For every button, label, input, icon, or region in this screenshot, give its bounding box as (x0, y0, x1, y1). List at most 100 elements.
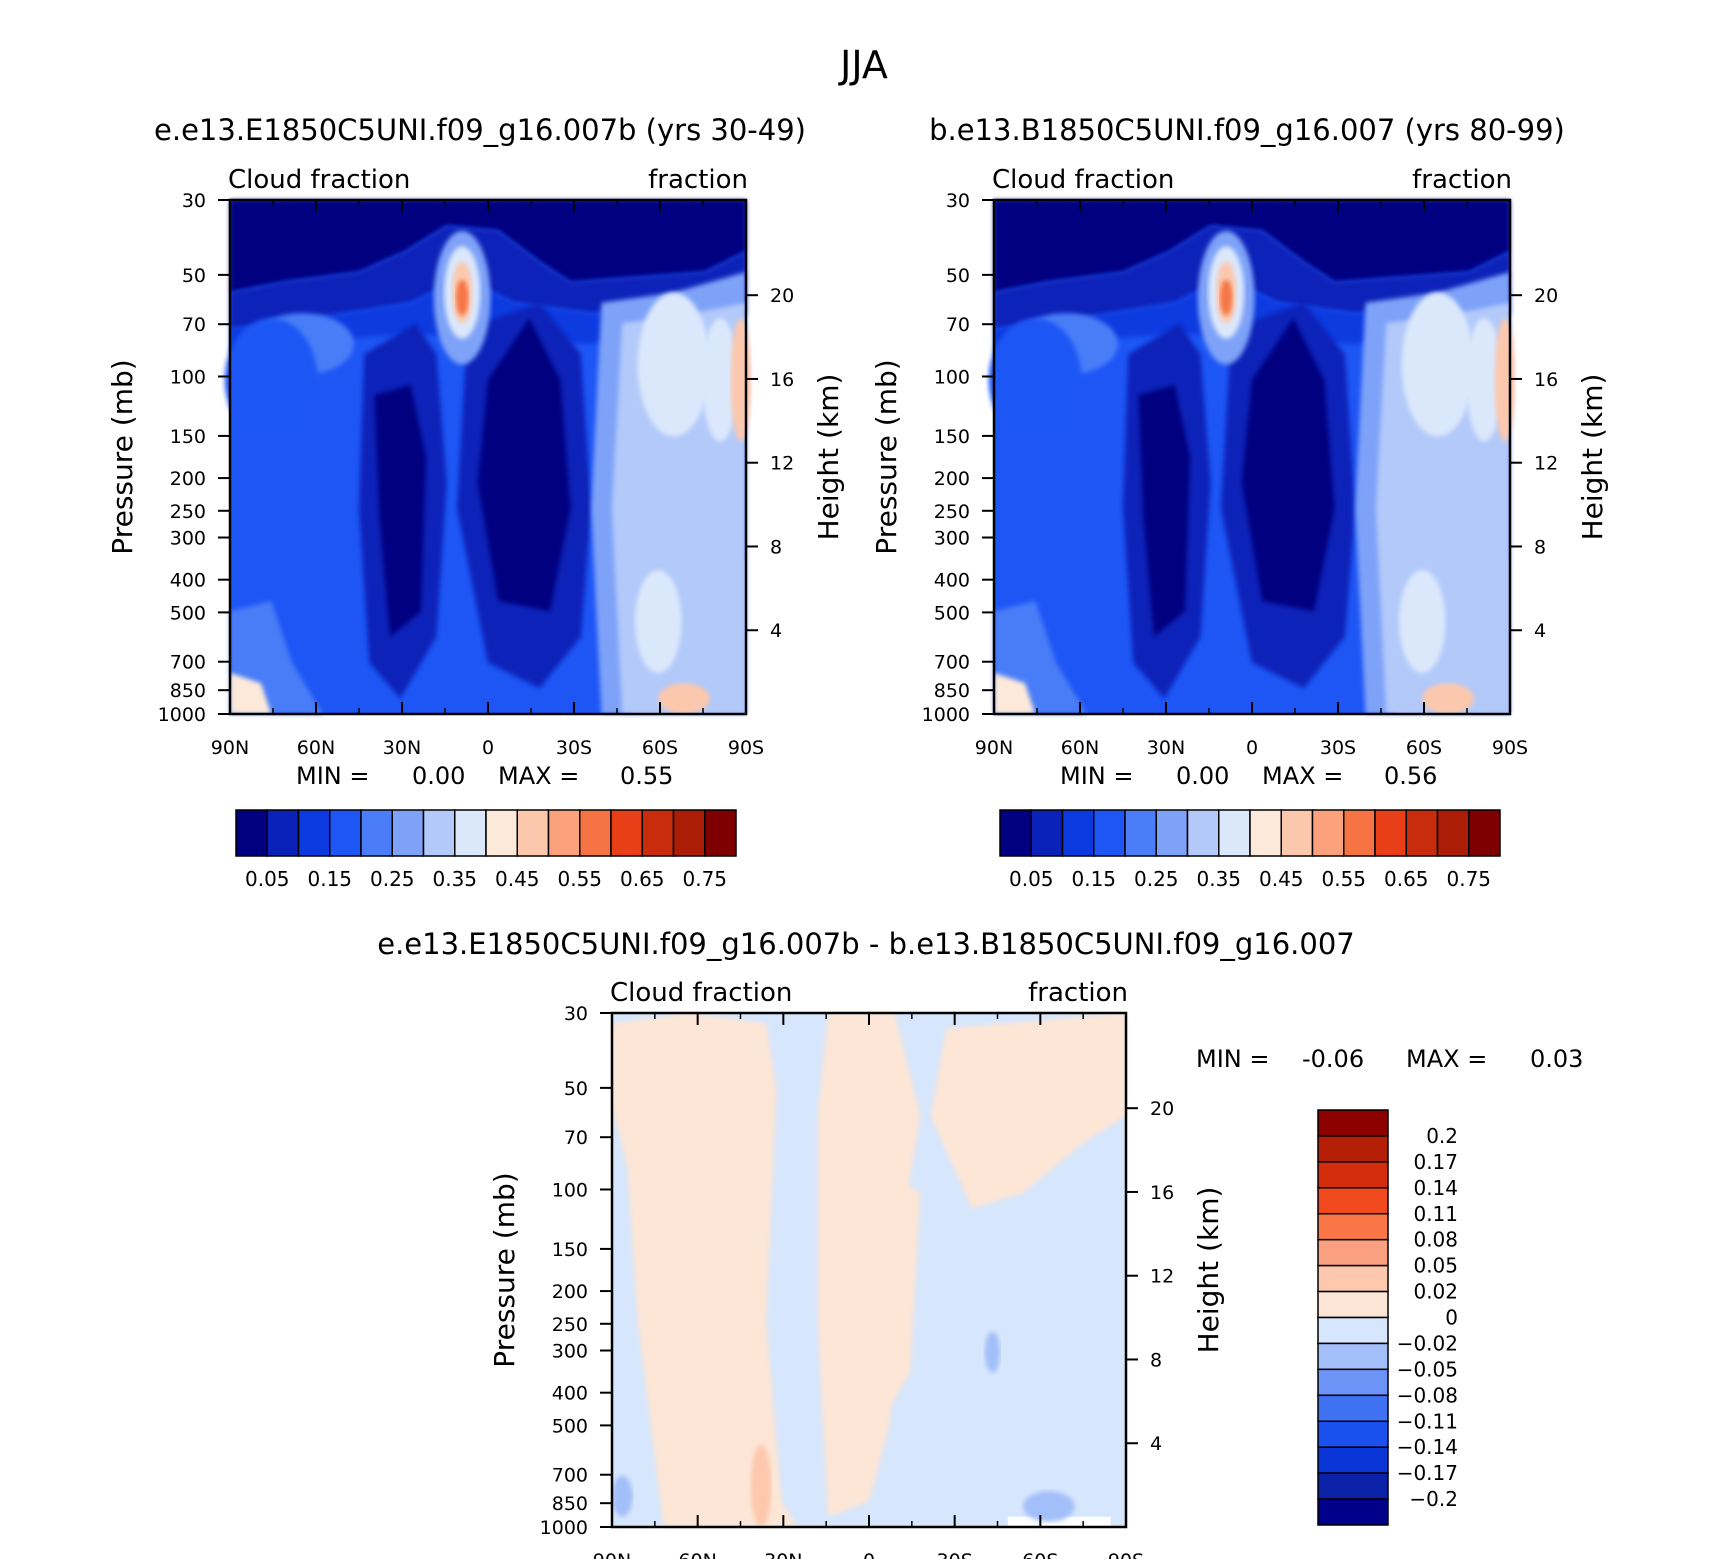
contour-negative-sh-low (1023, 1491, 1075, 1522)
panel1-min-value: 0.00 (412, 762, 465, 790)
y-tick-label: 200 (552, 1281, 588, 1303)
panel3-colorbar: 0.20.170.140.110.080.050.020−0.02−0.05−0… (1317, 1109, 1458, 1526)
y2-tick-label: 20 (1534, 285, 1558, 307)
colorbar-label: 0.45 (1259, 867, 1304, 891)
colorbar-box (1374, 809, 1407, 857)
contour-sh-polar-upper (702, 318, 739, 442)
y2-axis-title: Height (km) (812, 374, 845, 541)
y2-tick-label: 20 (770, 285, 794, 307)
colorbar-box (704, 809, 737, 857)
colorbar-box (1405, 809, 1439, 857)
colorbar-label: 0.75 (1446, 867, 1491, 891)
colorbar-box (297, 809, 331, 857)
colorbar-label: 0.55 (557, 867, 602, 891)
colorbar-box (1317, 1213, 1389, 1241)
y2-tick-label: 8 (1150, 1349, 1162, 1371)
panel3-plot: 90N 60N 30N 0 30S 60S 90S 30 50 70 100 150 200 250 300… (488, 978, 1225, 1559)
contour-negative-spot (984, 1331, 1001, 1373)
missing-data-surface (1007, 1516, 1111, 1527)
colorbar-box (1317, 1394, 1389, 1422)
y-tick-label: 250 (552, 1314, 588, 1336)
y-tick-label: 250 (170, 501, 206, 523)
panel3-minmax: MIN = -0.06 MAX = 0.03 (1196, 1045, 1583, 1073)
colorbar-label: 0.02 (1413, 1280, 1458, 1304)
contour-itcz-plume-core (456, 279, 469, 316)
colorbar-box (1317, 1109, 1389, 1137)
panel1-min-label: MIN = (296, 762, 369, 790)
left-corner-label: Cloud fraction (992, 165, 1174, 195)
x-tick-label: 90N (211, 737, 249, 759)
colorbar-box (1280, 809, 1314, 857)
y-tick-label: 50 (564, 1078, 588, 1100)
colorbar-box (1317, 1446, 1389, 1474)
contour-sh-subtropics-core (1241, 318, 1335, 612)
x-tick-label: 30N (383, 737, 421, 759)
y-axis-title: Pressure (mb) (106, 359, 139, 554)
y-tick-label: 400 (170, 570, 206, 592)
colorbar-label: 0.15 (1071, 867, 1116, 891)
y-tick-label: 1000 (922, 704, 970, 726)
contour-upper-dry (230, 200, 746, 293)
y-tick-label: 50 (946, 265, 970, 287)
y-tick-label: 1000 (540, 1517, 588, 1539)
contour-positive-nh (612, 1013, 797, 1527)
x-tick-label: 90N (593, 1550, 631, 1559)
y-tick-label: 300 (934, 528, 970, 550)
colorbar-box (999, 809, 1032, 857)
contour-nh-subtropics-core (1138, 385, 1191, 637)
contour-nh-midlat (988, 318, 1082, 442)
colorbar-label: 0.14 (1413, 1176, 1458, 1200)
x-tick-label: 30S (556, 737, 592, 759)
y-tick-label: 150 (170, 426, 206, 448)
colorbar-label: −0.14 (1397, 1435, 1458, 1459)
y-tick-label: 700 (934, 652, 970, 674)
x-tick-label: 60N (678, 1550, 716, 1559)
colorbar-box (516, 809, 550, 857)
panel2-plot: 90N 60N 30N 0 30S 60S 90S 30 50 70 100 150 200 250 300… (870, 165, 1609, 759)
y-tick-label: 70 (564, 1127, 588, 1149)
colorbar-label: 0.65 (620, 867, 665, 891)
panel3-min-value: -0.06 (1302, 1045, 1364, 1073)
panel2-max-value: 0.56 (1384, 762, 1437, 790)
right-corner-label: fraction (1412, 165, 1512, 195)
contour-sh-upper-max (1401, 292, 1474, 437)
colorbar-box (1155, 809, 1189, 857)
y-tick-label: 1000 (158, 704, 206, 726)
colorbar-box (266, 809, 300, 857)
y-tick-label: 30 (564, 1003, 588, 1025)
contour-positive-tropics (817, 1013, 921, 1517)
colorbar-box (1249, 809, 1282, 857)
colorbar-label: 0.17 (1413, 1150, 1458, 1174)
colorbar-box (1317, 1316, 1389, 1345)
season-title: JJA (838, 43, 888, 87)
colorbar-box (1317, 1161, 1389, 1189)
panel3-min-label: MIN = (1196, 1045, 1269, 1073)
colorbar-label: 0.25 (1134, 867, 1179, 891)
colorbar-label: −0.17 (1397, 1461, 1458, 1485)
y-tick-label: 850 (170, 680, 206, 702)
colorbar-box (579, 809, 612, 857)
contour-nh-midlat (224, 318, 318, 442)
y-tick-label: 700 (170, 652, 206, 674)
colorbar-box (610, 809, 643, 857)
y-axis-title: Pressure (mb) (488, 1172, 521, 1367)
colorbar-label: 0.05 (1413, 1254, 1458, 1278)
y2-tick-label: 4 (770, 620, 782, 642)
colorbar-box (329, 809, 362, 857)
colorbar-label: 0.25 (370, 867, 415, 891)
colorbar-box (235, 809, 268, 857)
panel1-max-value: 0.55 (620, 762, 673, 790)
colorbar-box (1436, 809, 1470, 857)
colorbar-box (1317, 1498, 1389, 1526)
panel1-plot: 90N 60N 30N 0 30S 60S 90S 30 50 70 100 150 200 250 300… (106, 165, 845, 759)
y2-tick-label: 12 (770, 453, 794, 475)
colorbar-label: 0.35 (1196, 867, 1241, 891)
colorbar-label: −0.11 (1397, 1409, 1458, 1433)
x-tick-label: 0 (863, 1550, 875, 1559)
colorbar-box (1343, 809, 1376, 857)
x-tick-label: 0 (482, 737, 494, 759)
y2-tick-label: 16 (1534, 369, 1558, 391)
x-tick-label: 90N (975, 737, 1013, 759)
contour-positive-sh-upper (930, 1013, 1126, 1209)
